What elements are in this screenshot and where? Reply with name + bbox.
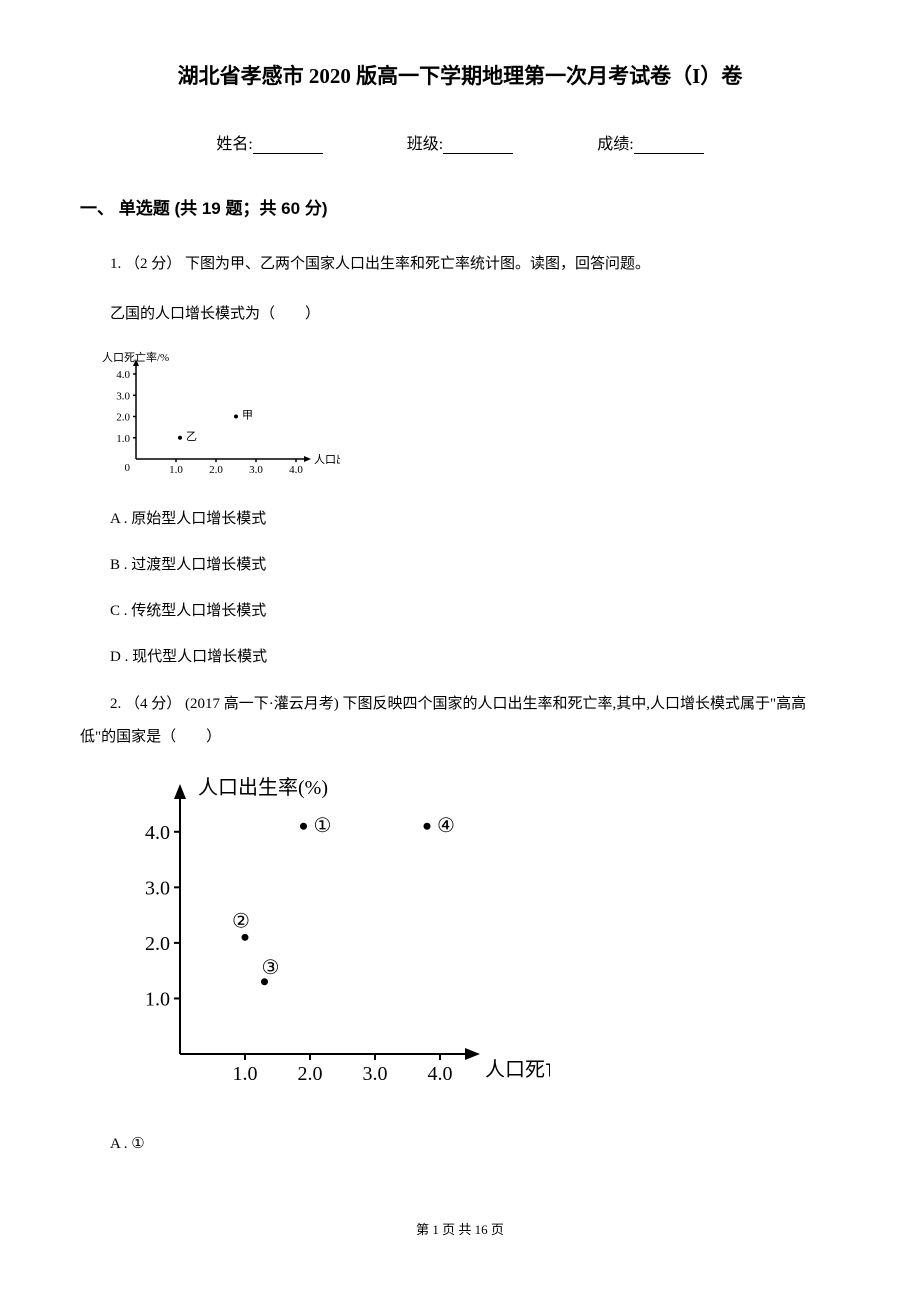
q2-stem: 2. （4 分） (2017 高一下·灌云月考) 下图反映四个国家的人口出生率和… [80, 688, 840, 754]
name-label: 姓名: [216, 136, 252, 153]
svg-text:2.0: 2.0 [116, 412, 130, 424]
q1-option-b: B . 过渡型人口增长模式 [80, 550, 840, 580]
name-field: 姓名: [216, 130, 322, 154]
svg-text:4.0: 4.0 [116, 369, 130, 381]
svg-text:甲: 甲 [242, 410, 253, 422]
class-field: 班级: [407, 130, 513, 154]
q1-option-d: D . 现代型人口增长模式 [80, 642, 840, 672]
q1-option-a: A . 原始型人口增长模式 [80, 504, 840, 534]
svg-text:3.0: 3.0 [363, 1063, 388, 1085]
class-label: 班级: [407, 136, 443, 153]
svg-text:人口死亡率(%): 人口死亡率(%) [485, 1058, 550, 1081]
score-label: 成绩: [597, 136, 633, 153]
q1-stem: 1. （2 分） 下图为甲、乙两个国家人口出生率和死亡率统计图。读图，回答问题。 [80, 249, 840, 279]
svg-text:1.0: 1.0 [116, 433, 130, 445]
svg-text:④: ④ [437, 815, 455, 837]
q2-option-a: A . ① [80, 1129, 840, 1159]
name-underline [253, 153, 323, 154]
score-field: 成绩: [597, 130, 703, 154]
page-footer: 第 1 页 共 16 页 [80, 1219, 840, 1238]
q1-chart: 人口死亡率/% 人口出生率/% 0 1.0 2.0 3.0 4.0 1.0 2.0 3.0 4.0 甲… [100, 349, 840, 484]
svg-text:①: ① [314, 815, 332, 837]
svg-text:1.0: 1.0 [233, 1063, 258, 1085]
svg-text:4.0: 4.0 [289, 464, 303, 476]
svg-text:人口死亡率/%: 人口死亡率/% [102, 350, 169, 364]
svg-text:1.0: 1.0 [145, 988, 170, 1010]
svg-text:人口出生率(%): 人口出生率(%) [198, 776, 328, 799]
score-underline [634, 153, 704, 154]
q1-option-c: C . 传统型人口增长模式 [80, 596, 840, 626]
svg-text:人口出生率/%: 人口出生率/% [314, 452, 340, 466]
svg-text:③: ③ [262, 957, 280, 979]
svg-text:3.0: 3.0 [145, 877, 170, 899]
q2-chart: 人口出生率(%) 人口死亡率(%) 1.0 2.0 3.0 4.0 1.0 2.0 3.0 4.0… [120, 774, 840, 1099]
svg-text:②: ② [232, 910, 250, 932]
svg-text:2.0: 2.0 [145, 933, 170, 955]
section-heading: 一、 单选题 (共 19 题；共 60 分) [80, 194, 840, 219]
svg-text:4.0: 4.0 [428, 1063, 453, 1085]
exam-page: 湖北省孝感市 2020 版高一下学期地理第一次月考试卷（I）卷 姓名: 班级: … [0, 0, 920, 1278]
q1-sub: 乙国的人口增长模式为（ ） [80, 299, 840, 329]
student-info-row: 姓名: 班级: 成绩: [80, 130, 840, 154]
class-underline [443, 153, 513, 154]
svg-text:1.0: 1.0 [169, 464, 183, 476]
svg-text:乙: 乙 [186, 430, 197, 443]
svg-text:3.0: 3.0 [249, 464, 263, 476]
svg-text:4.0: 4.0 [145, 822, 170, 844]
page-title: 湖北省孝感市 2020 版高一下学期地理第一次月考试卷（I）卷 [80, 60, 840, 90]
svg-text:0: 0 [125, 462, 131, 474]
svg-text:2.0: 2.0 [298, 1063, 323, 1085]
q2-stem-wrap: 2. （4 分） (2017 高一下·灌云月考) 下图反映四个国家的人口出生率和… [80, 688, 840, 754]
svg-text:3.0: 3.0 [116, 390, 130, 402]
svg-text:2.0: 2.0 [209, 464, 223, 476]
